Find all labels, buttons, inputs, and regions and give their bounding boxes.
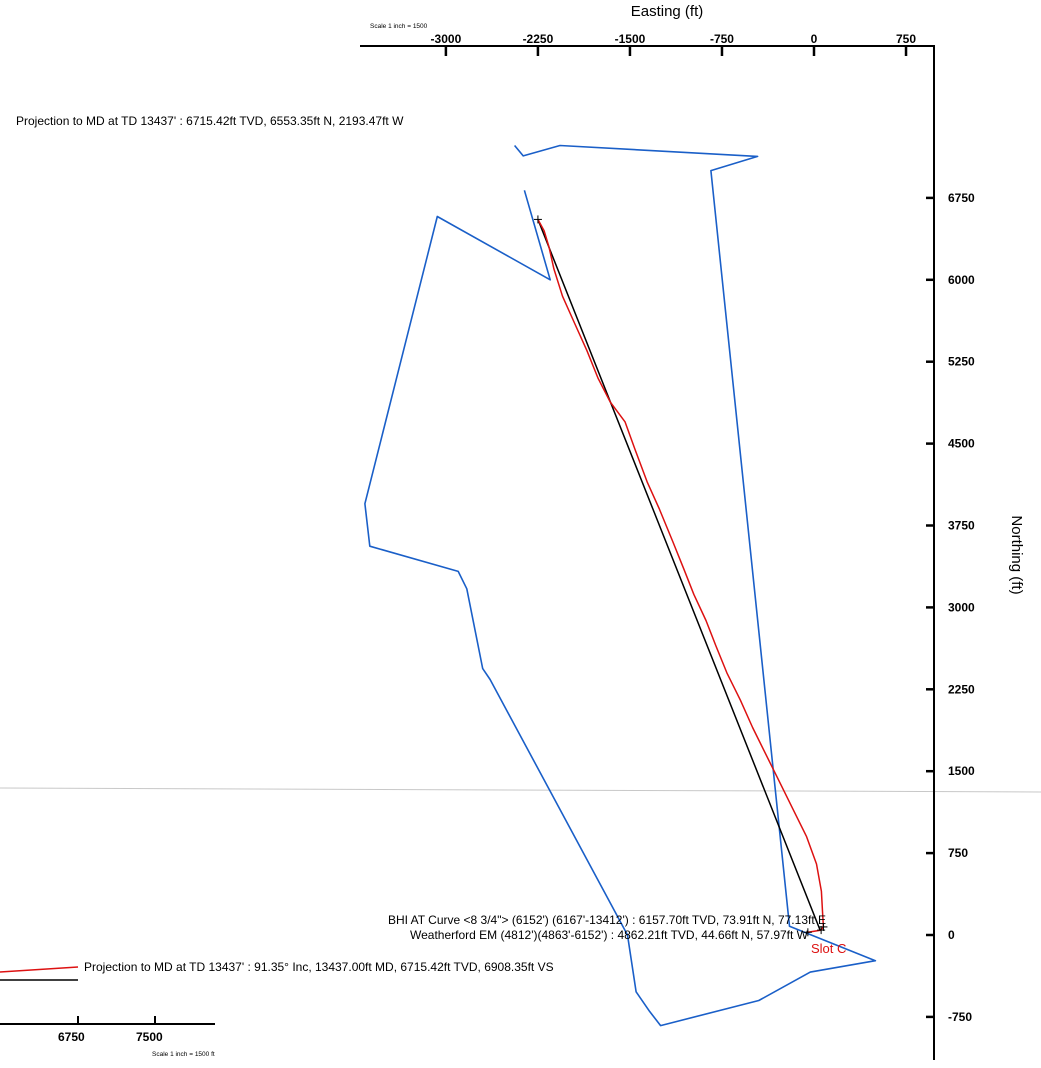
marker-layer	[533, 215, 828, 937]
x-axis: Easting (ft) Scale 1 inch = 1500 -3000 -2…	[360, 3, 935, 56]
inset-legend-text: Projection to MD at TD 13437' : 91.35° I…	[84, 960, 554, 974]
em-marker	[817, 926, 826, 935]
x-tick-label-0: -3000	[431, 32, 462, 46]
slot-marker	[803, 928, 812, 937]
series-lease-boundary	[364, 144, 877, 1027]
y-tick-label-4: 3750	[948, 519, 975, 533]
annotation-td-projection: Projection to MD at TD 13437' : 6715.42f…	[16, 114, 404, 128]
x-tick-label-4: 0	[811, 32, 818, 46]
y-tick-label-10: -750	[948, 1010, 972, 1024]
y-tick-label-3: 4500	[948, 437, 975, 451]
series-plan	[537, 219, 821, 931]
y-tick-label-2: 5250	[948, 355, 975, 369]
inset-tick-label-1: 7500	[136, 1030, 163, 1044]
section-inset: Projection to MD at TD 13437' : 91.35° I…	[0, 960, 554, 1058]
page-seam-line	[0, 787, 1041, 793]
y-tick-label-1: 6000	[948, 273, 975, 287]
x-axis-title: Easting (ft)	[631, 3, 704, 20]
annotation-weatherford-em: Weatherford EM (4812')(4863'-6152') : 48…	[410, 928, 809, 942]
series-layer	[364, 144, 877, 1027]
y-tick-label-0: 6750	[948, 191, 975, 205]
x-tick-label-1: -2250	[523, 32, 554, 46]
annotation-bhi-curve: BHI AT Curve <8 3/4"> (6152') (6167'-134…	[388, 913, 826, 927]
y-tick-label-6: 2250	[948, 682, 975, 696]
y-tick-label-5: 3000	[948, 600, 975, 614]
y-axis-title: Northing (ft)	[1008, 515, 1025, 594]
y-tick-label-9: 0	[948, 928, 955, 942]
y-tick-label-8: 750	[948, 846, 968, 860]
inset-series-line-0	[0, 966, 79, 973]
td-marker	[533, 215, 542, 224]
annotation-slot: Slot C	[811, 941, 846, 956]
inset-tick-label-0: 6750	[58, 1030, 85, 1044]
x-tick-label-2: -1500	[615, 32, 646, 46]
inset-scale-note: Scale 1 inch = 1500 ft	[152, 1051, 215, 1058]
series-actual	[537, 219, 825, 931]
y-axis: Northing (ft) 6750 6000 5250 4500 3750 3000 22…	[926, 46, 1025, 1060]
x-tick-label-5: 750	[896, 32, 916, 46]
x-axis-scale-note: Scale 1 inch = 1500	[370, 23, 428, 30]
y-tick-label-7: 1500	[948, 764, 975, 778]
x-tick-label-3: -750	[710, 32, 734, 46]
